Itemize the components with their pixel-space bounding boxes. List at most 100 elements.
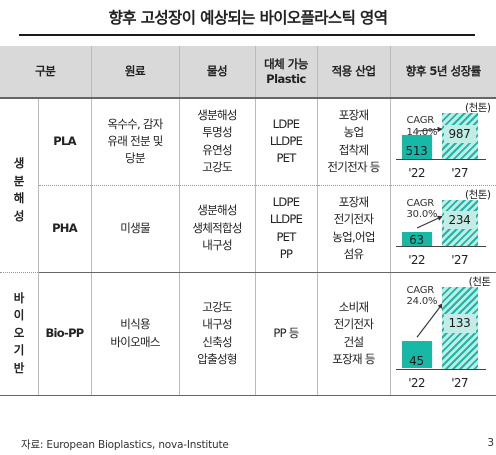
application-cell: 포장재 전기전자 농업,어업 섬유 [317,185,391,273]
material-line: 바이오매스 [110,334,160,349]
substitute-cell: LDPE LLDPE PET PP [255,185,318,273]
growth-chart: (천톤) CAGR 14.0% 513 987 '22 '27 [391,99,495,185]
material-cell: 비식용 바이오매스 [91,272,180,396]
application-line: 농업,어업 [332,229,375,244]
substitute-cell: LDPE LLDPE PET [255,98,318,186]
substitute-line: PET [276,151,296,166]
application-line: 섬유 [343,246,364,261]
bar-2022 [401,231,432,246]
substitute-line: LLDPE [269,134,303,149]
cagr-annotation: CAGR 24.0% [407,285,438,308]
title-rule [19,34,475,36]
property-cell: 고강도 내구성 신축성 압출성형 [179,272,256,396]
group-bio-based: 바 이 오 기 반 [0,272,39,396]
growth-chart-cell: (천톤) CAGR 14.0% 513 987 '22 '27 [390,98,496,186]
property-line: 내구성 [202,317,232,332]
cagr-value: 14.0% [406,126,438,138]
property-line: 내구성 [202,238,232,253]
group-char: 오 [13,325,25,340]
cagr-annotation: CAGR 14.0% [407,115,438,138]
year-label-2027: '27 [451,252,468,267]
cagr-annotation: CAGR 30.0% [407,198,438,221]
bioplastics-table: 구분 원료 물성 대체 가능 Plastic 적용 산업 향후 5년 성장률 생… [0,46,496,396]
header-growth: 향후 5년 성장률 [390,46,496,99]
cagr-label: CAGR [406,197,435,209]
chart-baseline [395,159,486,160]
table-row: PHA 미생물 생분해성 생체적합성 내구성 LDPE LLDPE PET PP… [0,185,496,273]
growth-arrow [416,215,443,228]
material-line: 당분 [125,151,145,166]
application-line: 접착제 [338,142,369,157]
group-char: 해 [13,191,25,206]
unit-label: (천톤) [465,102,491,114]
application-line: 전기전자 [333,212,374,227]
unit-label: (천톤 [468,275,491,288]
growth-chart: (천톤) CAGR 30.0% 63 234 '22 '27 [391,186,495,272]
group-char: 분 [13,173,25,188]
growth-arrow [416,126,443,133]
cagr-label: CAGR [406,115,435,126]
application-line: 포장재 [338,194,369,209]
application-line: 포장재 등 [332,351,375,366]
bar-2022 [401,135,432,159]
material-line: 유래 전분 및 [107,134,163,149]
property-line: 생체적합성 [192,220,242,235]
year-label-2022: '22 [408,166,425,180]
bar-value-2022: 45 [409,353,424,368]
application-cell: 소비재 전기전자 건설 포장재 등 [317,272,391,396]
header-category: 구분 [0,46,92,99]
group-char: 바 [13,290,25,305]
bar-value-2022: 513 [405,144,428,158]
growth-arrow-head [437,302,443,309]
property-line: 유연성 [202,142,232,157]
material-line: 비식용 [120,317,150,332]
application-line: 포장재 [338,107,369,122]
application-line: 농업 [343,125,364,140]
property-line: 투명성 [202,125,232,140]
substitute-line: PP [279,246,293,261]
plastic-name: Bio-PP [38,272,92,396]
growth-arrow-head [436,215,443,221]
application-line: 전기전자 등 [327,160,380,175]
group-char: 생 [13,156,25,171]
chart-baseline [395,245,486,247]
bar-value-2022: 63 [409,232,424,247]
group-char: 기 [13,343,25,358]
property-line: 생분해성 [197,107,237,122]
header-substitute: 대체 가능 Plastic [255,46,318,99]
header-row: 구분 원료 물성 대체 가능 Plastic 적용 산업 향후 5년 성장률 [0,46,496,99]
bar-value-2027: 234 [443,211,476,230]
application-line: 건설 [343,334,364,349]
property-line: 압출성형 [197,351,237,366]
page-number: 3 [487,437,494,449]
group-char: 반 [13,360,25,375]
year-label-2027: '27 [451,375,468,390]
substitute-cell: PP 등 [255,272,318,396]
bar-2022 [401,340,432,369]
table-row: 생 분 해 성 PLA 옥수수, 감자 유래 전분 및 당분 생분해성 투명성 … [0,98,496,273]
material-line: 옥수수, 감자 [107,116,163,131]
plastic-name: PLA [38,98,92,186]
cagr-value: 30.0% [406,209,438,220]
substitute-line: PP 등 [273,325,299,340]
growth-arrow-line [416,302,443,338]
header-substitute-line2: Plastic [266,71,306,86]
cagr-value: 24.0% [406,296,438,307]
property-line: 신축성 [202,334,232,349]
page-title: 향후 고성장이 예상되는 바이오플라스틱 영역 [108,9,388,27]
bar-value-2027: 133 [443,314,476,333]
header-property: 물성 [179,46,256,99]
substitute-line: PET [276,229,296,244]
group-char: 이 [13,308,25,323]
material-line: 미생물 [120,220,150,235]
table-row: 바 이 오 기 반 Bio-PP 비식용 바이오매스 고강도 내구성 신축성 압… [0,272,496,396]
header-application: 적용 산업 [317,46,391,99]
application-cell: 포장재 농업 접착제 전기전자 등 [317,98,391,186]
material-cell: 미생물 [91,185,180,273]
header-material: 원료 [91,46,180,99]
growth-chart: (천톤 CAGR 24.0% 45 133 '22 '27 [391,273,495,395]
substitute-line: LLDPE [269,212,303,227]
growth-arrow-head [436,126,443,133]
chart-baseline [395,368,486,370]
growth-arrow [416,302,443,338]
